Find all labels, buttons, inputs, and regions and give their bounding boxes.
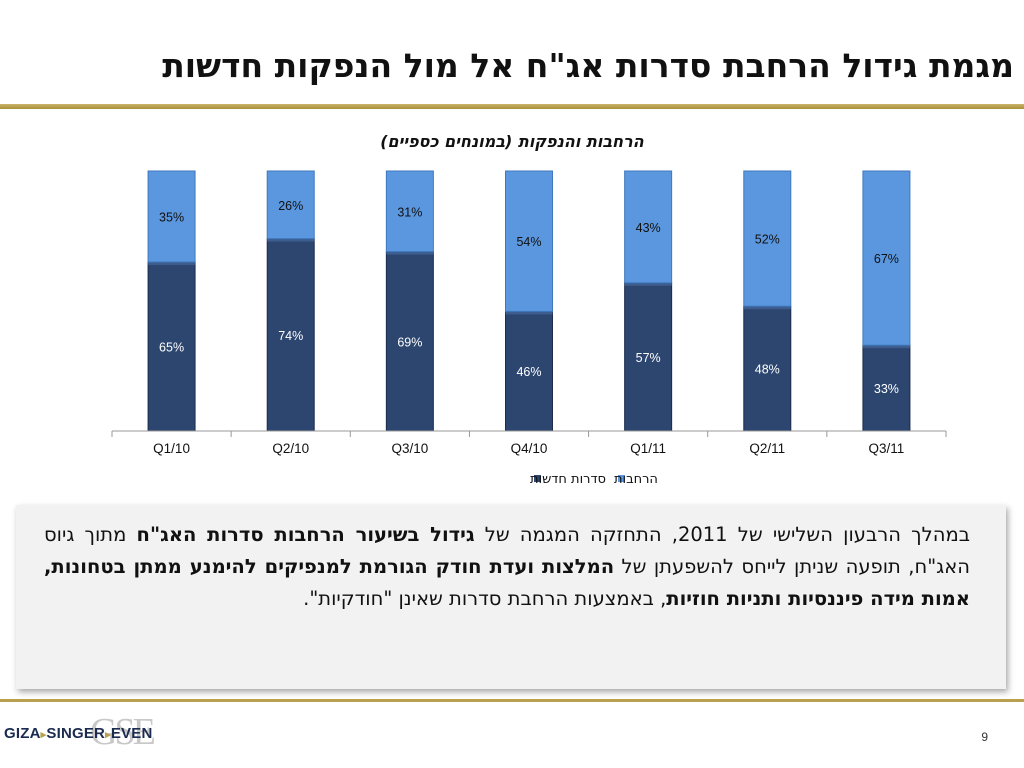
bar-segment-new-series [862, 344, 911, 432]
data-label: 33% [874, 382, 899, 396]
bar-segment-expansions [743, 170, 792, 307]
bars-group: 65% 35% 74% 26% 69% 31% 46% 54% 57% 43% 48% 52% 33% 6… [147, 170, 911, 432]
bar-segment-expansions [862, 170, 911, 346]
bar-segment-ridge [148, 262, 196, 265]
chart-title: הרחבות והנפקות (במונחים כספיים) [380, 132, 644, 151]
x-tick-label: Q3/11 [869, 441, 905, 456]
bar-segment-new-series [266, 238, 315, 432]
logo-wordmark: GIZA▸SINGER▸EVEN [4, 725, 152, 742]
bar-segment-ridge [386, 251, 434, 255]
logo-word: SINGER [46, 725, 106, 742]
x-tick-label: Q3/10 [391, 441, 428, 456]
data-label: 31% [397, 205, 422, 219]
stacked-bar-chart: 65% 35% 74% 26% 69% 31% 46% 54% 57% 43% 48% 52% 33% 6… [111, 170, 947, 487]
body-text: מתוך גיוס האג"ח, תופעה שניתן לייחס להשפע… [44, 523, 970, 578]
data-label: 35% [159, 211, 184, 225]
chart-legend: סדרות חדשות הרחבות [530, 472, 658, 487]
bar-segment-new-series [505, 310, 553, 432]
x-tick-label: Q1/11 [630, 441, 666, 456]
bar-segment-expansions [147, 170, 196, 263]
data-label: 74% [278, 329, 303, 343]
logo-word: GIZA [4, 725, 41, 742]
logo-monogram: GSE [90, 711, 156, 753]
company-logo: GSE GIZA▸SINGER▸EVEN [4, 708, 174, 763]
legend-label: הרחבות [614, 472, 658, 487]
bar-segment-ridge [505, 311, 553, 315]
legend-swatch [618, 475, 625, 482]
data-label: 69% [397, 335, 422, 349]
body-text: במהלך הרבעון השלישי של 2011, התחזקה המגמ… [474, 523, 970, 546]
data-label: 43% [636, 221, 661, 235]
bar-segment-new-series [147, 261, 196, 432]
bar-segment-expansions [385, 170, 434, 253]
bar-segment-ridge [862, 345, 910, 349]
emphasis-text: גידול בשיעור הרחבות סדרות האג"ח [136, 523, 475, 546]
summary-text-box: במהלך הרבעון השלישי של 2011, התחזקה המגמ… [16, 505, 1006, 689]
logo-arrow-icon: ▸ [105, 729, 111, 741]
x-tick-label: Q2/11 [749, 441, 785, 456]
emphasis-text: המלצות ועדת חודק הגורמת למנפיקים להימנע … [44, 555, 970, 610]
data-label: 65% [159, 341, 184, 355]
bar-segment-new-series [385, 251, 434, 432]
data-label: 67% [874, 252, 899, 266]
legend-swatch [534, 475, 541, 482]
data-label: 52% [755, 233, 780, 247]
data-label: 54% [516, 235, 541, 249]
bar-segment-new-series [743, 305, 792, 432]
bar-segment-expansions [624, 170, 673, 284]
data-label: 48% [755, 363, 780, 377]
footer-divider [0, 699, 1024, 702]
data-label: 46% [516, 365, 541, 379]
x-tick-label: Q4/10 [511, 441, 548, 456]
title-divider [0, 104, 1024, 109]
legend-label: סדרות חדשות [530, 472, 606, 487]
x-tick-label: Q2/10 [272, 441, 309, 456]
bar-segment-expansions [266, 170, 315, 240]
bar-segment-expansions [505, 170, 553, 312]
bar-segment-ridge [743, 306, 791, 310]
data-label: 26% [278, 199, 303, 213]
data-label: 57% [636, 351, 661, 365]
body-text: , באמצעות הרחבת סדרות שאינן "חודקיות". [303, 587, 667, 610]
bar-segment-ridge [267, 238, 315, 242]
slide-title: מגמת גידול הרחבת סדרות אג"ח אל מול הנפקו… [162, 46, 1014, 85]
x-tick-label: Q1/10 [153, 441, 190, 456]
logo-arrow-icon: ▸ [40, 729, 47, 741]
page-number: 9 [981, 730, 988, 744]
summary-paragraph: במהלך הרבעון השלישי של 2011, התחזקה המגמ… [44, 519, 970, 615]
logo-word: EVEN [110, 725, 153, 742]
bar-segment-ridge [624, 282, 672, 286]
